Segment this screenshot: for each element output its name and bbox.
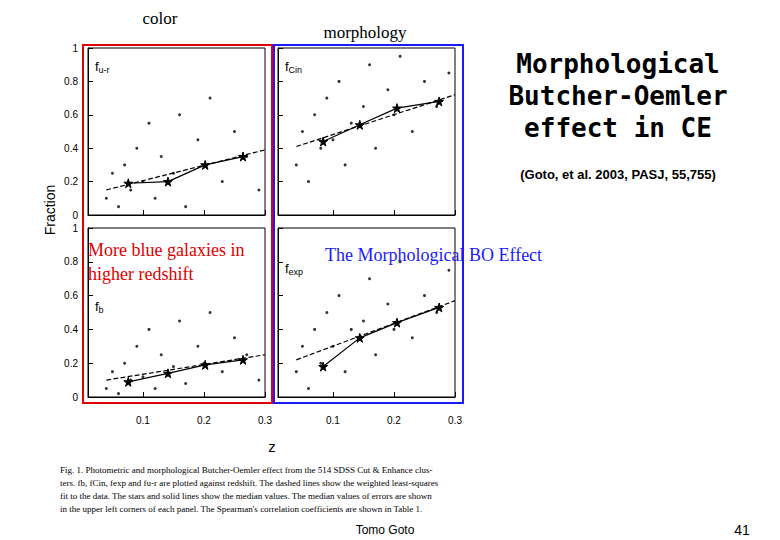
svg-text:0.2: 0.2 — [64, 176, 78, 187]
svg-text:fit to the data. The stars and: fit to the data. The stars and solid lin… — [60, 491, 432, 501]
svg-text:Tomo Goto: Tomo Goto — [356, 523, 415, 537]
svg-text:The Morphological BO Effect: The Morphological BO Effect — [325, 245, 542, 265]
svg-text:1: 1 — [72, 223, 78, 234]
svg-text:f: f — [285, 261, 289, 276]
svg-text:0.1: 0.1 — [326, 415, 340, 426]
svg-text:Butcher-Oemler: Butcher-Oemler — [508, 81, 727, 111]
svg-text:1: 1 — [72, 43, 78, 54]
svg-text:0.2: 0.2 — [64, 358, 78, 369]
svg-text:exp: exp — [289, 267, 304, 277]
svg-text:color: color — [143, 9, 178, 28]
svg-text:Morphological: Morphological — [516, 49, 720, 79]
svg-text:Fig. 1. Photometric and morpho: Fig. 1. Photometric and morphological Bu… — [60, 465, 433, 475]
svg-text:(Goto, et al. 2003, PASJ, 55,7: (Goto, et al. 2003, PASJ, 55,755) — [520, 167, 716, 182]
svg-text:0.3: 0.3 — [448, 415, 462, 426]
svg-text:morphology: morphology — [323, 23, 407, 42]
svg-text:0.2: 0.2 — [387, 415, 401, 426]
svg-text:41: 41 — [734, 522, 750, 538]
svg-text:higher redshift: higher redshift — [88, 264, 193, 284]
svg-text:Cin: Cin — [289, 65, 303, 75]
svg-text:0.2: 0.2 — [197, 415, 211, 426]
svg-text:f: f — [285, 59, 289, 74]
svg-text:0.8: 0.8 — [64, 256, 78, 267]
svg-text:b: b — [99, 305, 104, 315]
svg-text:effect in CE: effect in CE — [524, 113, 712, 143]
svg-text:0: 0 — [72, 392, 78, 403]
svg-text:0.4: 0.4 — [64, 143, 78, 154]
svg-text:z: z — [268, 438, 276, 455]
svg-text:0.4: 0.4 — [64, 324, 78, 335]
svg-text:in the upper left corners of e: in the upper left corners of each panel.… — [60, 504, 422, 514]
svg-text:u-r: u-r — [99, 65, 110, 75]
svg-text:f: f — [95, 59, 99, 74]
svg-text:0: 0 — [72, 210, 78, 221]
svg-text:0.3: 0.3 — [258, 415, 272, 426]
svg-text:0.1: 0.1 — [136, 415, 150, 426]
svg-text:Fraction: Fraction — [42, 185, 58, 236]
svg-text:ters. fb, fCin, fexp and fu-r: ters. fb, fCin, fexp and fu-r are plotte… — [60, 478, 439, 488]
svg-text:More blue galaxies in: More blue galaxies in — [88, 240, 244, 260]
svg-text:0.6: 0.6 — [64, 290, 78, 301]
svg-text:0.6: 0.6 — [64, 109, 78, 120]
svg-text:f: f — [95, 299, 99, 314]
svg-text:0.8: 0.8 — [64, 76, 78, 87]
